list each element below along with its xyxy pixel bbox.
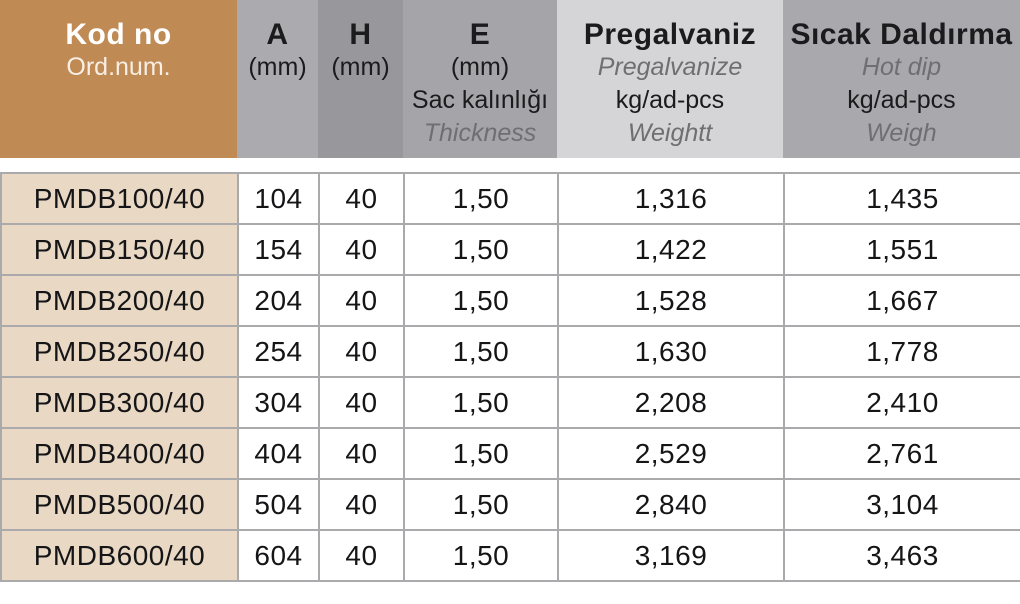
cell-kod: PMDB400/40 — [0, 427, 239, 480]
cell-pre: 1,528 — [557, 274, 785, 327]
cell-a: 104 — [237, 172, 320, 225]
column-header-a: A (mm) — [237, 0, 318, 158]
cell-hot: 3,463 — [783, 529, 1020, 582]
cell-h: 40 — [318, 274, 405, 327]
cell-kod: PMDB500/40 — [0, 478, 239, 531]
cell-h: 40 — [318, 325, 405, 378]
cell-e: 1,50 — [403, 478, 559, 531]
cell-e: 1,50 — [403, 529, 559, 582]
table-row: PMDB400/40 404 40 1,50 2,529 2,761 — [0, 427, 1020, 480]
table-row: PMDB250/40 254 40 1,50 1,630 1,778 — [0, 325, 1020, 378]
hot-dip-unit: kg/ad-pcs — [847, 86, 956, 114]
cell-a: 504 — [237, 478, 320, 531]
pregalvaniz-unit: kg/ad-pcs — [615, 86, 725, 114]
h-unit: (mm) — [331, 53, 390, 81]
e-title: E — [469, 18, 491, 51]
kod-no-title: Kod no — [65, 18, 172, 51]
cell-e: 1,50 — [403, 274, 559, 327]
cell-hot: 2,761 — [783, 427, 1020, 480]
spec-data-table: PMDB100/40 104 40 1,50 1,316 1,435 PMDB150/40 1… — [0, 172, 1020, 582]
column-header-e: E (mm) Sac kalınlığı Thickness — [403, 0, 557, 158]
cell-kod: PMDB250/40 — [0, 325, 239, 378]
cell-kod: PMDB600/40 — [0, 529, 239, 582]
table-row: PMDB200/40 204 40 1,50 1,528 1,667 — [0, 274, 1020, 327]
cell-pre: 1,630 — [557, 325, 785, 378]
cell-e: 1,50 — [403, 223, 559, 276]
column-header-kod-no: Kod no Ord.num. — [0, 0, 237, 158]
column-header-pregalvaniz: Pregalvaniz Pregalvanize kg/ad-pcs Weigh… — [557, 0, 783, 158]
cell-h: 40 — [318, 376, 405, 429]
cell-hot: 3,104 — [783, 478, 1020, 531]
cell-e: 1,50 — [403, 376, 559, 429]
cell-hot: 1,667 — [783, 274, 1020, 327]
column-header-hot-dip: Sıcak Daldırma Hot dip kg/ad-pcs Weigh — [783, 0, 1020, 158]
pregalvaniz-weight-label: Weightt — [627, 119, 713, 147]
table-row: PMDB600/40 604 40 1,50 3,169 3,463 — [0, 529, 1020, 582]
cell-hot: 2,410 — [783, 376, 1020, 429]
cell-hot: 1,778 — [783, 325, 1020, 378]
e-unit: (mm) — [450, 53, 510, 81]
hot-dip-weight-label: Weigh — [866, 119, 937, 147]
cell-kod: PMDB200/40 — [0, 274, 239, 327]
cell-kod: PMDB100/40 — [0, 172, 239, 225]
cell-pre: 2,840 — [557, 478, 785, 531]
e-thickness-english: Thickness — [423, 119, 537, 147]
a-title: A — [266, 18, 289, 51]
cell-e: 1,50 — [403, 325, 559, 378]
cell-a: 604 — [237, 529, 320, 582]
hot-dip-subtitle: Hot dip — [861, 53, 942, 81]
a-unit: (mm) — [248, 53, 307, 81]
header-body-gap — [0, 158, 1020, 172]
table-row: PMDB300/40 304 40 1,50 2,208 2,410 — [0, 376, 1020, 429]
cell-kod: PMDB150/40 — [0, 223, 239, 276]
cell-h: 40 — [318, 427, 405, 480]
cell-e: 1,50 — [403, 172, 559, 225]
h-title: H — [349, 18, 372, 51]
table-header: Kod no Ord.num. A (mm) H (mm) E (mm) Sac… — [0, 0, 1020, 158]
pregalvaniz-title: Pregalvaniz — [583, 18, 757, 51]
cell-hot: 1,435 — [783, 172, 1020, 225]
cell-pre: 3,169 — [557, 529, 785, 582]
cell-h: 40 — [318, 478, 405, 531]
kod-no-subtitle: Ord.num. — [66, 53, 171, 81]
e-thickness-turkish: Sac kalınlığı — [411, 86, 549, 114]
cell-hot: 1,551 — [783, 223, 1020, 276]
cell-h: 40 — [318, 172, 405, 225]
cell-pre: 1,316 — [557, 172, 785, 225]
cell-h: 40 — [318, 223, 405, 276]
column-header-h: H (mm) — [318, 0, 403, 158]
cell-e: 1,50 — [403, 427, 559, 480]
table-row: PMDB150/40 154 40 1,50 1,422 1,551 — [0, 223, 1020, 276]
cell-pre: 2,529 — [557, 427, 785, 480]
cell-h: 40 — [318, 529, 405, 582]
pregalvaniz-subtitle: Pregalvanize — [597, 53, 743, 81]
table-row: PMDB100/40 104 40 1,50 1,316 1,435 — [0, 172, 1020, 225]
cell-a: 204 — [237, 274, 320, 327]
cell-pre: 2,208 — [557, 376, 785, 429]
cell-a: 404 — [237, 427, 320, 480]
cell-a: 154 — [237, 223, 320, 276]
cell-kod: PMDB300/40 — [0, 376, 239, 429]
table-row: PMDB500/40 504 40 1,50 2,840 3,104 — [0, 478, 1020, 531]
cell-pre: 1,422 — [557, 223, 785, 276]
cell-a: 304 — [237, 376, 320, 429]
hot-dip-title: Sıcak Daldırma — [790, 18, 1013, 51]
cell-a: 254 — [237, 325, 320, 378]
table-body: PMDB100/40 104 40 1,50 1,316 1,435 PMDB150/40 1… — [0, 172, 1020, 582]
